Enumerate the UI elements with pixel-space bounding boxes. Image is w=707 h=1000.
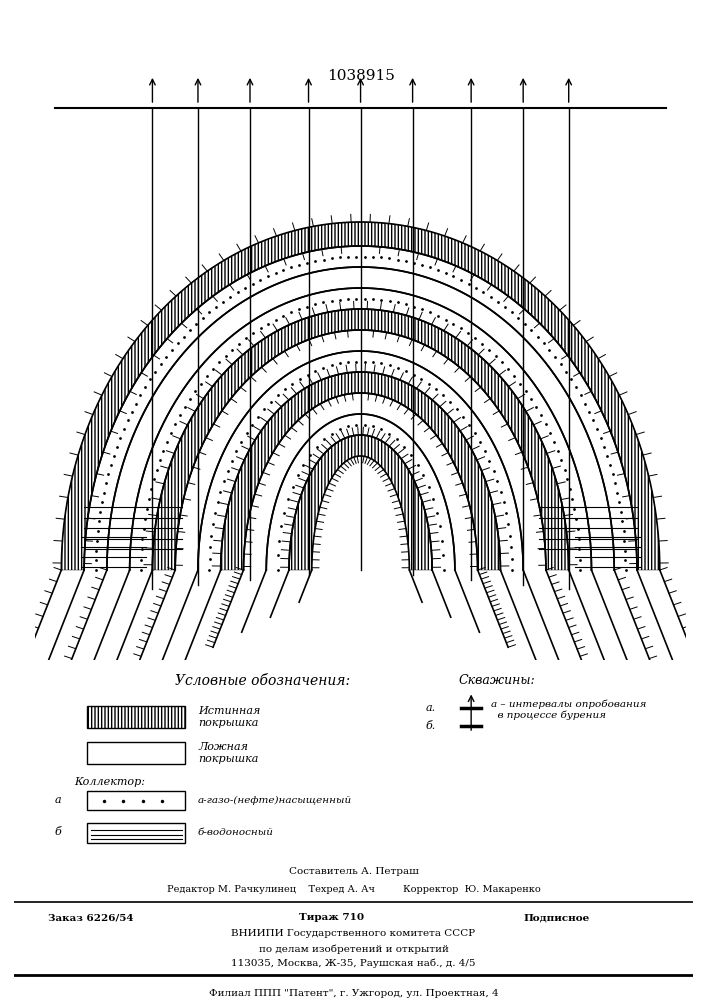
Text: Условные обозначения:: Условные обозначения:: [175, 674, 351, 688]
Polygon shape: [243, 393, 478, 570]
Text: Составитель А. Петраш: Составитель А. Петраш: [288, 867, 419, 876]
Bar: [88, 823, 185, 843]
Text: Истинная
покрышка: Истинная покрышка: [198, 706, 260, 728]
Text: Подписное: Подписное: [523, 913, 590, 922]
Text: Ложная
покрышка: Ложная покрышка: [198, 742, 258, 764]
Text: а-газо-(нефте)насыщенный: а-газо-(нефте)насыщенный: [198, 796, 352, 805]
Text: Редактор М. Рачкулинец    Техред А. Ач         Корректор  Ю. Макаренко: Редактор М. Рачкулинец Техред А. Ач Корр…: [167, 885, 540, 894]
Text: б-водоносный: б-водоносный: [198, 828, 274, 837]
Text: 113035, Москва, Ж-35, Раушская наб., д. 4/5: 113035, Москва, Ж-35, Раушская наб., д. …: [231, 958, 476, 968]
Text: Скважины:: Скважины:: [458, 674, 535, 687]
Text: б: б: [55, 827, 62, 837]
Text: 1038915: 1038915: [327, 69, 395, 83]
Polygon shape: [289, 435, 432, 570]
Text: Коллектор:: Коллектор:: [74, 777, 146, 787]
Polygon shape: [129, 288, 592, 570]
Text: а.: а.: [426, 703, 436, 713]
Text: а: а: [55, 795, 62, 805]
Polygon shape: [221, 372, 501, 570]
Bar: [88, 791, 185, 810]
Text: Заказ 6226/54: Заказ 6226/54: [48, 913, 134, 922]
Polygon shape: [62, 222, 660, 570]
Polygon shape: [175, 330, 546, 570]
Text: по делам изобретений и открытий: по делам изобретений и открытий: [259, 944, 448, 954]
Bar: [88, 706, 185, 728]
Polygon shape: [84, 246, 637, 570]
Polygon shape: [198, 351, 523, 570]
Text: ВНИИПИ Государственного комитета СССР: ВНИИПИ Государственного комитета СССР: [231, 929, 476, 938]
Polygon shape: [107, 267, 614, 570]
Polygon shape: [267, 414, 455, 570]
Text: а – интервалы опробования
  в процессе бурения: а – интервалы опробования в процессе бур…: [491, 699, 646, 720]
Text: Тираж 710: Тираж 710: [299, 913, 364, 922]
Text: б.: б.: [426, 721, 436, 731]
Polygon shape: [153, 309, 568, 570]
Text: Филиал ППП "Патент", г. Ужгород, ул. Проектная, 4: Филиал ППП "Патент", г. Ужгород, ул. Про…: [209, 989, 498, 998]
Bar: [88, 742, 185, 764]
